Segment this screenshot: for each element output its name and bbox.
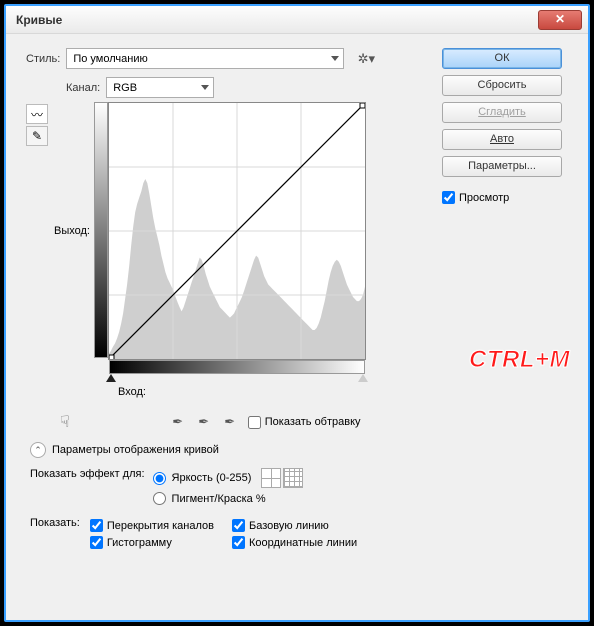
white-point-slider[interactable] [358, 374, 368, 382]
ok-button[interactable]: ОК [442, 48, 562, 69]
output-label: Выход: [54, 225, 90, 237]
effect-label: Показать эффект для: [30, 468, 145, 509]
white-eyedropper-icon[interactable]: ✒ [222, 414, 238, 430]
curve-tool-icon[interactable]: 〰 [26, 104, 48, 124]
pigment-label: Пигмент/Краска % [172, 493, 266, 505]
brightness-label: Яркость (0-255) [172, 472, 252, 484]
overlays-checkbox[interactable]: Перекрытия каналов [90, 519, 214, 532]
input-label: Вход: [118, 386, 146, 398]
pencil-tool-icon[interactable]: ✎ [26, 126, 48, 146]
chevron-down-icon [201, 85, 209, 90]
hand-adjust-icon[interactable]: ☟ [60, 412, 70, 432]
gridlines-label: Координатные линии [249, 537, 357, 549]
shortcut-overlay: CTRL+M [469, 346, 570, 374]
style-value: По умолчанию [73, 53, 331, 65]
show-clipping-checkbox[interactable]: Показать обтравку [248, 416, 361, 429]
vertical-gradient [94, 102, 108, 358]
baseline-checkbox[interactable]: Базовую линию [232, 519, 357, 532]
grid-lines [109, 103, 365, 359]
horizontal-gradient [109, 360, 365, 374]
style-dropdown[interactable]: По умолчанию [66, 48, 344, 69]
smooth-button[interactable]: Сгладить [442, 102, 562, 123]
baseline-label: Базовую линию [249, 520, 329, 532]
preview-label: Просмотр [459, 192, 509, 204]
chevron-up-icon: ⌃ [30, 442, 46, 458]
curve-options-label: Параметры отображения кривой [52, 444, 219, 456]
pigment-radio[interactable]: Пигмент/Краска % [153, 492, 266, 505]
channel-dropdown[interactable]: RGB [106, 77, 214, 98]
auto-button[interactable]: Авто [442, 129, 562, 150]
show-label: Показать: [30, 517, 80, 529]
channel-value: RGB [113, 82, 201, 94]
overlays-label: Перекрытия каналов [107, 520, 214, 532]
window-title: Кривые [16, 13, 538, 27]
reset-button[interactable]: Сбросить [442, 75, 562, 96]
gridlines-checkbox[interactable]: Координатные линии [232, 536, 357, 549]
gear-icon[interactable]: ✲▾ [358, 51, 374, 67]
channel-label: Канал: [66, 82, 100, 94]
curve-grid[interactable] [108, 102, 366, 360]
gray-eyedropper-icon[interactable]: ✒ [196, 414, 212, 430]
show-clipping-label: Показать обтравку [265, 416, 361, 428]
brightness-radio[interactable]: Яркость (0-255) [153, 472, 252, 485]
grid-4-icon[interactable] [261, 468, 281, 488]
histogram-checkbox[interactable]: Гистограмму [90, 536, 214, 549]
preview-checkbox[interactable]: Просмотр [442, 191, 509, 204]
style-label: Стиль: [26, 53, 60, 65]
chevron-down-icon [331, 56, 339, 61]
grid-10-icon[interactable] [283, 468, 303, 488]
curve-options-toggle[interactable]: ⌃ Параметры отображения кривой [30, 442, 424, 458]
histogram-label: Гистограмму [107, 537, 172, 549]
black-point-slider[interactable] [106, 374, 116, 382]
black-eyedropper-icon[interactable]: ✒ [170, 414, 186, 430]
close-button[interactable]: ✕ [538, 10, 582, 30]
params-button[interactable]: Параметры... [442, 156, 562, 177]
